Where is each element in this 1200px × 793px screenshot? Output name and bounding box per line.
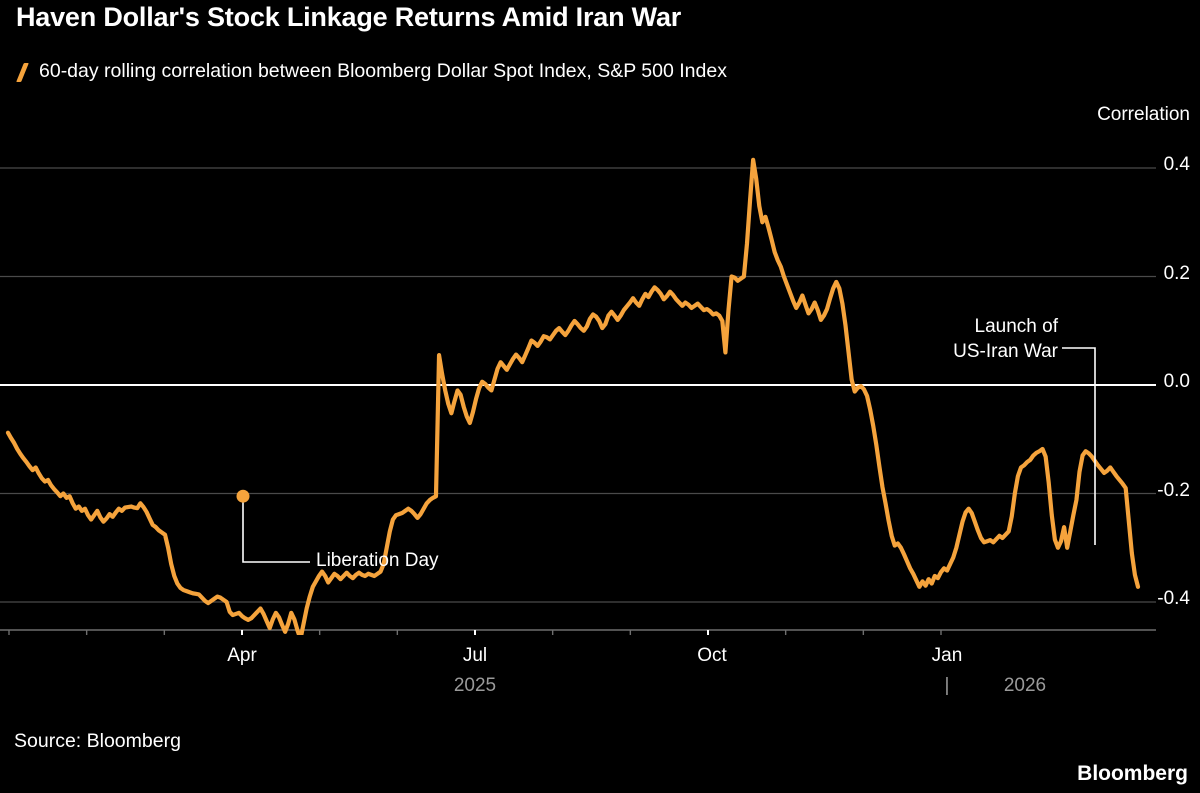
annotation-label-us-iran-war: Launch of US-Iran War	[0, 314, 1058, 364]
y-axis-tick-label: -0.2	[1157, 479, 1190, 501]
bloomberg-brand: Bloomberg	[1077, 762, 1188, 785]
annotation-label-us-iran-war-line2: US-Iran War	[953, 341, 1058, 362]
legend-line-swatch-icon	[14, 62, 30, 82]
chart-svg	[0, 157, 1156, 635]
annotation-leader-us-iran-war	[1062, 347, 1096, 546]
source-note: Source: Bloomberg	[14, 730, 181, 752]
x-axis-tick-label: Jan	[931, 645, 963, 666]
chart-plot-area	[0, 100, 1200, 635]
x-axis-year-label: 2025	[453, 675, 497, 696]
x-axis-year-label: 2026	[1003, 675, 1047, 696]
y-axis-tick-label: 0.2	[1163, 262, 1190, 284]
chart-legend: 60-day rolling correlation between Bloom…	[14, 60, 727, 83]
annotation-marker-liberation-day	[236, 489, 250, 503]
annotation-label-us-iran-war-line1: Launch of	[974, 316, 1058, 337]
series-line-correlation	[5, 157, 1141, 635]
x-axis-tick-label: Jul	[462, 645, 488, 666]
x-axis-tick-label: Apr	[227, 645, 257, 666]
page-title: Haven Dollar's Stock Linkage Returns Ami…	[16, 2, 682, 32]
year-separator-tick: |	[944, 675, 950, 696]
y-axis-tick-label: 0.0	[1163, 371, 1190, 392]
annotation-leader-liberation-day	[242, 496, 310, 563]
x-axis-tick-label: Oct	[697, 645, 727, 666]
y-axis-tick-label: -0.4	[1157, 588, 1190, 609]
y-axis-tick-label: 0.4	[1163, 154, 1190, 175]
annotation-label-liberation-day: Liberation Day	[316, 550, 439, 571]
y-axis-title: Correlation	[1097, 104, 1190, 125]
chart-subtitle: 60-day rolling correlation between Bloom…	[39, 60, 727, 82]
